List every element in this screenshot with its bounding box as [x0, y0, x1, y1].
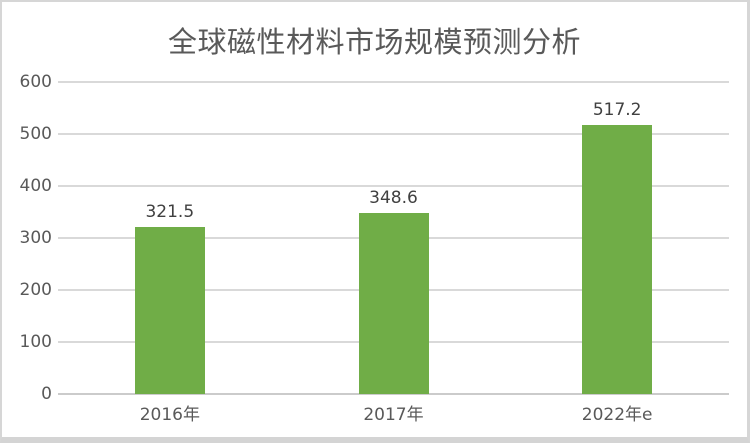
chart-title: 全球磁性材料市场规模预测分析	[167, 25, 581, 59]
x-axis-label-2016年: 2016年	[139, 405, 200, 425]
x-axis-line	[58, 393, 729, 395]
gridline-500	[58, 133, 729, 135]
y-tick-label-100: 100	[19, 332, 52, 352]
x-axis-label-2022年e: 2022年e	[581, 405, 653, 425]
y-tick-label-600: 600	[19, 72, 52, 92]
gridline-400	[58, 185, 729, 187]
y-tick-label-500: 500	[19, 124, 52, 144]
data-label-2016年: 321.5	[145, 201, 195, 222]
data-label-2022年e: 517.2	[592, 100, 642, 121]
bar-2016年	[134, 226, 205, 394]
gridline-600	[58, 81, 729, 83]
bar-2017年	[358, 212, 429, 394]
y-tick-label-200: 200	[19, 280, 52, 300]
y-tick-label-300: 300	[19, 228, 52, 248]
x-axis-label-2017年: 2017年	[363, 405, 424, 425]
plot-area: 0 100 200 300 400 500 600 321.5 2016年 348.6 2017年 5…	[2, 2, 747, 437]
y-tick-label-400: 400	[19, 176, 52, 196]
data-label-2017年: 348.6	[369, 187, 418, 208]
y-tick-label-0: 0	[41, 384, 52, 404]
bar-2022年e	[582, 125, 653, 394]
